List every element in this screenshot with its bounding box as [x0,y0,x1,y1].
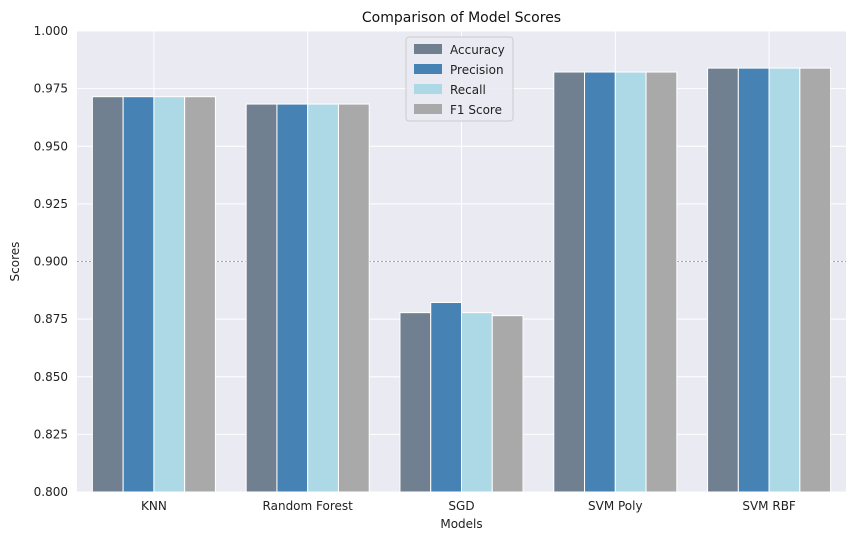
x-tick-label: SVM Poly [588,499,643,513]
y-tick-label: 0.875 [34,312,68,326]
y-tick-labels: 0.800 0.825 0.850 0.875 0.900 0.925 0.950 0.975… [34,24,68,499]
legend-swatch [414,64,442,74]
bar-precision-random-forest [276,103,309,493]
x-tick-label: SGD [448,499,474,513]
y-tick-label: 0.850 [34,370,68,384]
bar-precision-svm-poly [584,71,616,493]
legend-label: Accuracy [450,43,505,57]
bar-f1-score-random-forest [337,103,370,493]
legend-label: Recall [450,83,486,97]
bar-f1-score-sgd [491,315,524,493]
legend-label: Precision [450,63,504,77]
bar-recall-svm-rbf [768,67,801,493]
legend-swatch [414,104,442,114]
y-tick-label: 0.825 [34,427,68,441]
legend: Accuracy Precision Recall F1 Score [405,36,514,122]
x-tick-labels: KNN Random Forest SGD SVM Poly SVM RBF [141,499,796,513]
x-tick-label: SVM RBF [742,499,796,513]
bar-f1-score-svm-rbf [799,67,832,493]
bar-recall-sgd [461,312,493,493]
bar-accuracy-sgd [399,312,432,493]
x-axis-title: Models [440,517,482,531]
bars [91,67,832,493]
y-tick-label: 1.000 [34,24,68,38]
bar-recall-svm-poly [614,71,647,493]
bar-precision-sgd [430,302,462,493]
x-tick-label: Random Forest [263,499,354,513]
y-tick-label: 0.925 [34,197,68,211]
bar-accuracy-random-forest [245,103,278,493]
legend-swatch [414,84,442,94]
bar-f1-score-svm-poly [645,71,678,493]
bar-accuracy-knn [91,96,124,493]
legend-swatch [414,44,442,54]
bar-recall-random-forest [307,103,339,493]
bar-precision-knn [122,96,155,493]
bar-accuracy-svm-poly [553,71,586,493]
bar-f1-score-knn [184,96,216,493]
legend-label: F1 Score [450,103,502,117]
bar-accuracy-svm-rbf [707,67,739,493]
bar-recall-knn [153,96,186,493]
bar-precision-svm-rbf [737,67,770,493]
y-tick-label: 0.950 [34,139,68,153]
y-axis-title: Scores [8,242,22,282]
y-tick-label: 0.975 [34,82,68,96]
y-tick-label: 0.900 [34,255,68,269]
chart-title: Comparison of Model Scores [362,10,561,26]
x-tick-label: KNN [141,499,167,513]
y-tick-label: 0.800 [34,485,68,499]
legend-box [405,36,514,122]
